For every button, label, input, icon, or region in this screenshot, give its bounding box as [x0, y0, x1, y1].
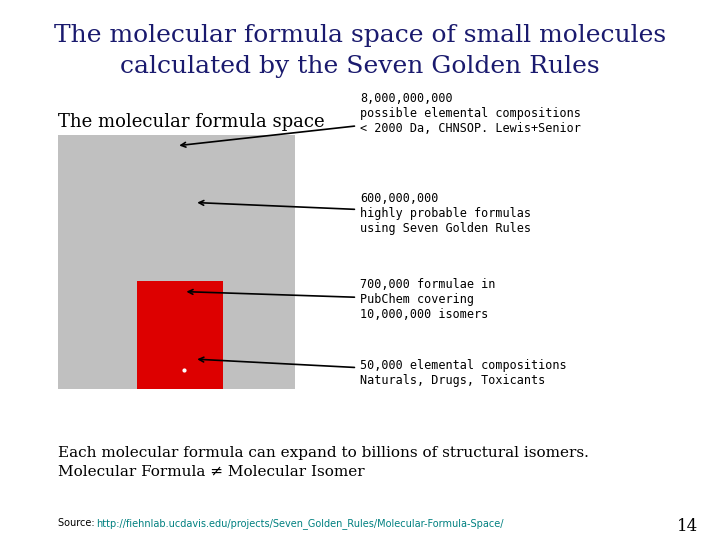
Text: 50,000 elemental compositions
Naturals, Drugs, Toxicants: 50,000 elemental compositions Naturals, …: [199, 357, 567, 387]
Text: 600,000,000
highly probable formulas
using Seven Golden Rules: 600,000,000 highly probable formulas usi…: [199, 192, 531, 235]
Text: The molecular formula space of small molecules
calculated by the Seven Golden Ru: The molecular formula space of small mol…: [54, 24, 666, 78]
Bar: [58, 135, 295, 389]
Text: Source:: Source:: [58, 518, 97, 529]
Text: 14: 14: [677, 518, 698, 535]
Text: http://fiehnlab.ucdavis.edu/projects/Seven_Golden_Rules/Molecular-Formula-Space/: http://fiehnlab.ucdavis.edu/projects/Sev…: [96, 518, 503, 529]
Bar: [137, 281, 223, 389]
Text: Each molecular formula can expand to billions of structural isomers.
Molecular F: Each molecular formula can expand to bil…: [58, 446, 588, 479]
Text: 8,000,000,000
possible elemental compositions
< 2000 Da, CHNSOP. Lewis+Senior: 8,000,000,000 possible elemental composi…: [181, 92, 581, 147]
Text: The molecular formula space: The molecular formula space: [58, 113, 324, 131]
Text: 700,000 formulae in
PubChem covering
10,000,000 isomers: 700,000 formulae in PubChem covering 10,…: [188, 278, 495, 321]
